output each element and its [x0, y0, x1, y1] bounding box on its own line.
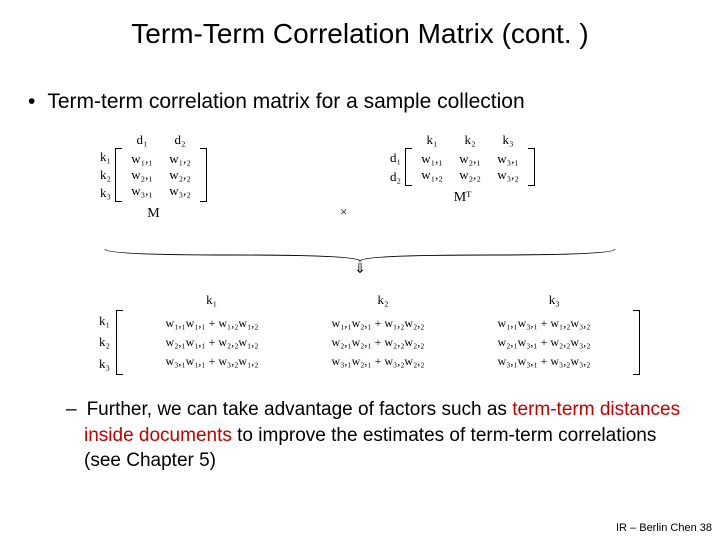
rc20: w₃,₁w₁,₁ + w₃,₂w₁,₂ [129, 352, 295, 371]
matrix-m: d₁ d₂ k₁ k₂ k₃ w₁,₁ w₁,₂ w₂,₁ w₂,₂ w₃,₁ w₃,… [100, 132, 207, 222]
m-c01: w₁,₂ [166, 151, 194, 167]
m-c00: w₁,₁ [128, 151, 156, 167]
res-col-3: k₃ [469, 292, 640, 308]
mt-c11: w₂,₂ [456, 167, 484, 183]
slide: { "title": "Term-Term Correlation Matrix… [0, 0, 720, 540]
matrix-mt: k₁ k₂ k₃ d₁ d₂ w₁,₁ w₂,₁ w₃,₁ w₁,₂ w₂,₂ w₃,₂… [390, 132, 535, 206]
mt-col-1: k₁ [418, 132, 446, 148]
m-row-2: k₂ [100, 167, 111, 183]
bullet-text: Term-term correlation matrix for a sampl… [47, 90, 524, 113]
result-matrix: k₁ k₂ k₃ k₁ k₂ k₃ w₁,₁w₁,₁ + w₁,₂w₁,₂w₁,… [80, 292, 640, 375]
bracket-right [528, 148, 535, 186]
down-arrow-icon: ⇓ [100, 261, 620, 278]
underbrace: ⇓ [100, 247, 620, 278]
rc11: w₂,₁w₂,₁ + w₂,₂w₂,₂ [295, 333, 461, 352]
mt-c12: w₃,₂ [494, 167, 522, 183]
slide-title: Term-Term Correlation Matrix (cont. ) [0, 0, 720, 60]
mt-col-2: k₂ [456, 132, 484, 148]
m-c11: w₂,₂ [166, 167, 194, 183]
m-row-1: k₁ [100, 149, 111, 165]
mt-c10: w₁,₂ [418, 167, 446, 183]
res-row-2: k₂ [80, 334, 110, 350]
m-row-3: k₃ [100, 185, 111, 201]
rc01: w₁,₁w₂,₁ + w₁,₂w₂,₂ [295, 314, 461, 333]
bullet-main: • Term-term correlation matrix for a samp… [28, 90, 720, 114]
m-col-2: d₂ [166, 132, 194, 148]
bracket-left [405, 148, 412, 186]
m-name: M [100, 206, 207, 222]
sub-bullet: –Further, we can take advantage of facto… [66, 397, 684, 474]
bracket-right [200, 148, 207, 202]
matrix-diagram: d₁ d₂ k₁ k₂ k₃ w₁,₁w₁,₂ w₂,₁w₂,₂ w₃,₁w₃,… [80, 132, 640, 282]
m-c10: w₂,₁ [128, 167, 156, 183]
res-col-2: k₂ [297, 292, 468, 308]
mt-c01: w₂,₁ [456, 151, 484, 167]
rc22: w₃,₁w₃,₁ + w₃,₂w₃,₂ [461, 352, 627, 371]
bullet-dot: • [28, 90, 35, 113]
bracket-left [116, 310, 123, 375]
m-c20: w₃,₁ [128, 183, 156, 199]
m-col-1: d₁ [128, 132, 156, 148]
mt-c00: w₁,₁ [418, 151, 446, 167]
res-row-1: k₁ [80, 313, 110, 329]
mt-row-2: d₂ [390, 169, 401, 185]
times-symbol: × [340, 204, 347, 220]
bracket-left [115, 148, 122, 202]
m-c21: w₃,₂ [166, 183, 194, 199]
rc02: w₁,₁w₃,₁ + w₁,₂w₃,₂ [461, 314, 627, 333]
mt-cells: w₁,₁ w₂,₁ w₃,₁ w₁,₂ w₂,₂ w₃,₂ [412, 148, 528, 186]
sub-dash: – [66, 399, 77, 420]
sub-pre: Further, we can take advantage of factor… [87, 399, 513, 420]
rc12: w₂,₁w₃,₁ + w₂,₂w₃,₂ [461, 333, 627, 352]
rc10: w₂,₁w₁,₁ + w₂,₂w₁,₂ [129, 333, 295, 352]
res-row-3: k₃ [80, 356, 110, 372]
rc21: w₃,₁w₂,₁ + w₃,₂w₂,₂ [295, 352, 461, 371]
rc00: w₁,₁w₁,₁ + w₁,₂w₁,₂ [129, 314, 295, 333]
res-col-1: k₁ [126, 292, 297, 308]
mt-c02: w₃,₁ [494, 151, 522, 167]
m-cells: w₁,₁ w₁,₂ w₂,₁ w₂,₂ w₃,₁ w₃,₂ [122, 148, 200, 202]
mt-col-3: k₃ [494, 132, 522, 148]
mt-row-1: d₁ [390, 150, 401, 166]
bracket-right [633, 310, 640, 375]
mt-name: Mᵀ [390, 190, 535, 206]
footer-text: IR – Berlin Chen 38 [616, 522, 712, 534]
result-cells: w₁,₁w₁,₁ + w₁,₂w₁,₂w₁,₁w₂,₁ + w₁,₂w₂,₂w₁… [123, 310, 633, 375]
